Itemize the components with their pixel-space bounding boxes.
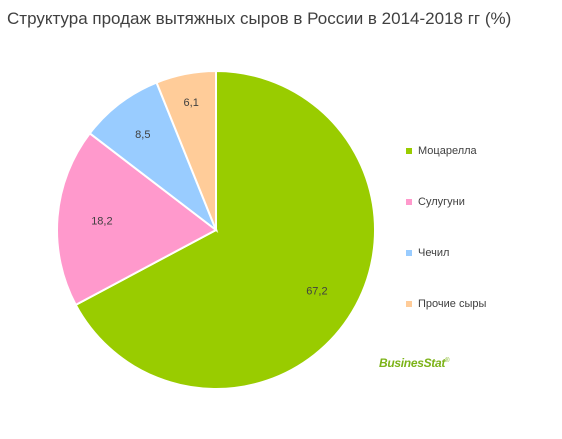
pie-slice-chechil[interactable] xyxy=(88,81,219,234)
legend-label-chechil: Чечил xyxy=(418,246,450,259)
data-label-other: 6,1 xyxy=(184,97,199,109)
legend-swatch-suluguni xyxy=(406,198,412,205)
pie-slice-other[interactable] xyxy=(155,69,217,231)
logo-registered-mark: ® xyxy=(445,358,450,364)
data-label-mozzarella: 67,2 xyxy=(306,286,327,298)
legend-swatch-other xyxy=(406,300,412,307)
pie-slices xyxy=(56,69,376,390)
legend-item-other[interactable]: Прочие сыры xyxy=(406,278,486,329)
legend-label-mozzarella: Моцарелла xyxy=(418,144,477,157)
data-label-suluguni: 18,2 xyxy=(91,216,112,228)
legend-item-mozzarella[interactable]: Моцарелла xyxy=(406,125,486,176)
data-label-chechil: 8,5 xyxy=(135,129,150,141)
pie-slice-mozzarella[interactable] xyxy=(74,69,376,390)
legend-item-suluguni[interactable]: Сулугуни xyxy=(406,176,486,227)
legend-label-other: Прочие сыры xyxy=(418,297,487,310)
pie-data-labels: 67,2 18,2 8,5 6,1 xyxy=(91,97,327,298)
chart-title: Структура продаж вытяжных сыров в России… xyxy=(7,9,512,28)
legend-swatch-chechil xyxy=(406,249,412,256)
pie-slice-suluguni[interactable] xyxy=(56,131,218,307)
logo-text: BusinesStat xyxy=(379,356,446,370)
businesstat-logo: BusinesStat® xyxy=(379,356,449,370)
legend-swatch-mozzarella xyxy=(406,147,412,154)
legend-label-suluguni: Сулугуни xyxy=(418,195,465,208)
legend: Моцарелла Сулугуни Чечил Прочие сыры xyxy=(406,125,486,329)
legend-item-chechil[interactable]: Чечил xyxy=(406,227,486,278)
